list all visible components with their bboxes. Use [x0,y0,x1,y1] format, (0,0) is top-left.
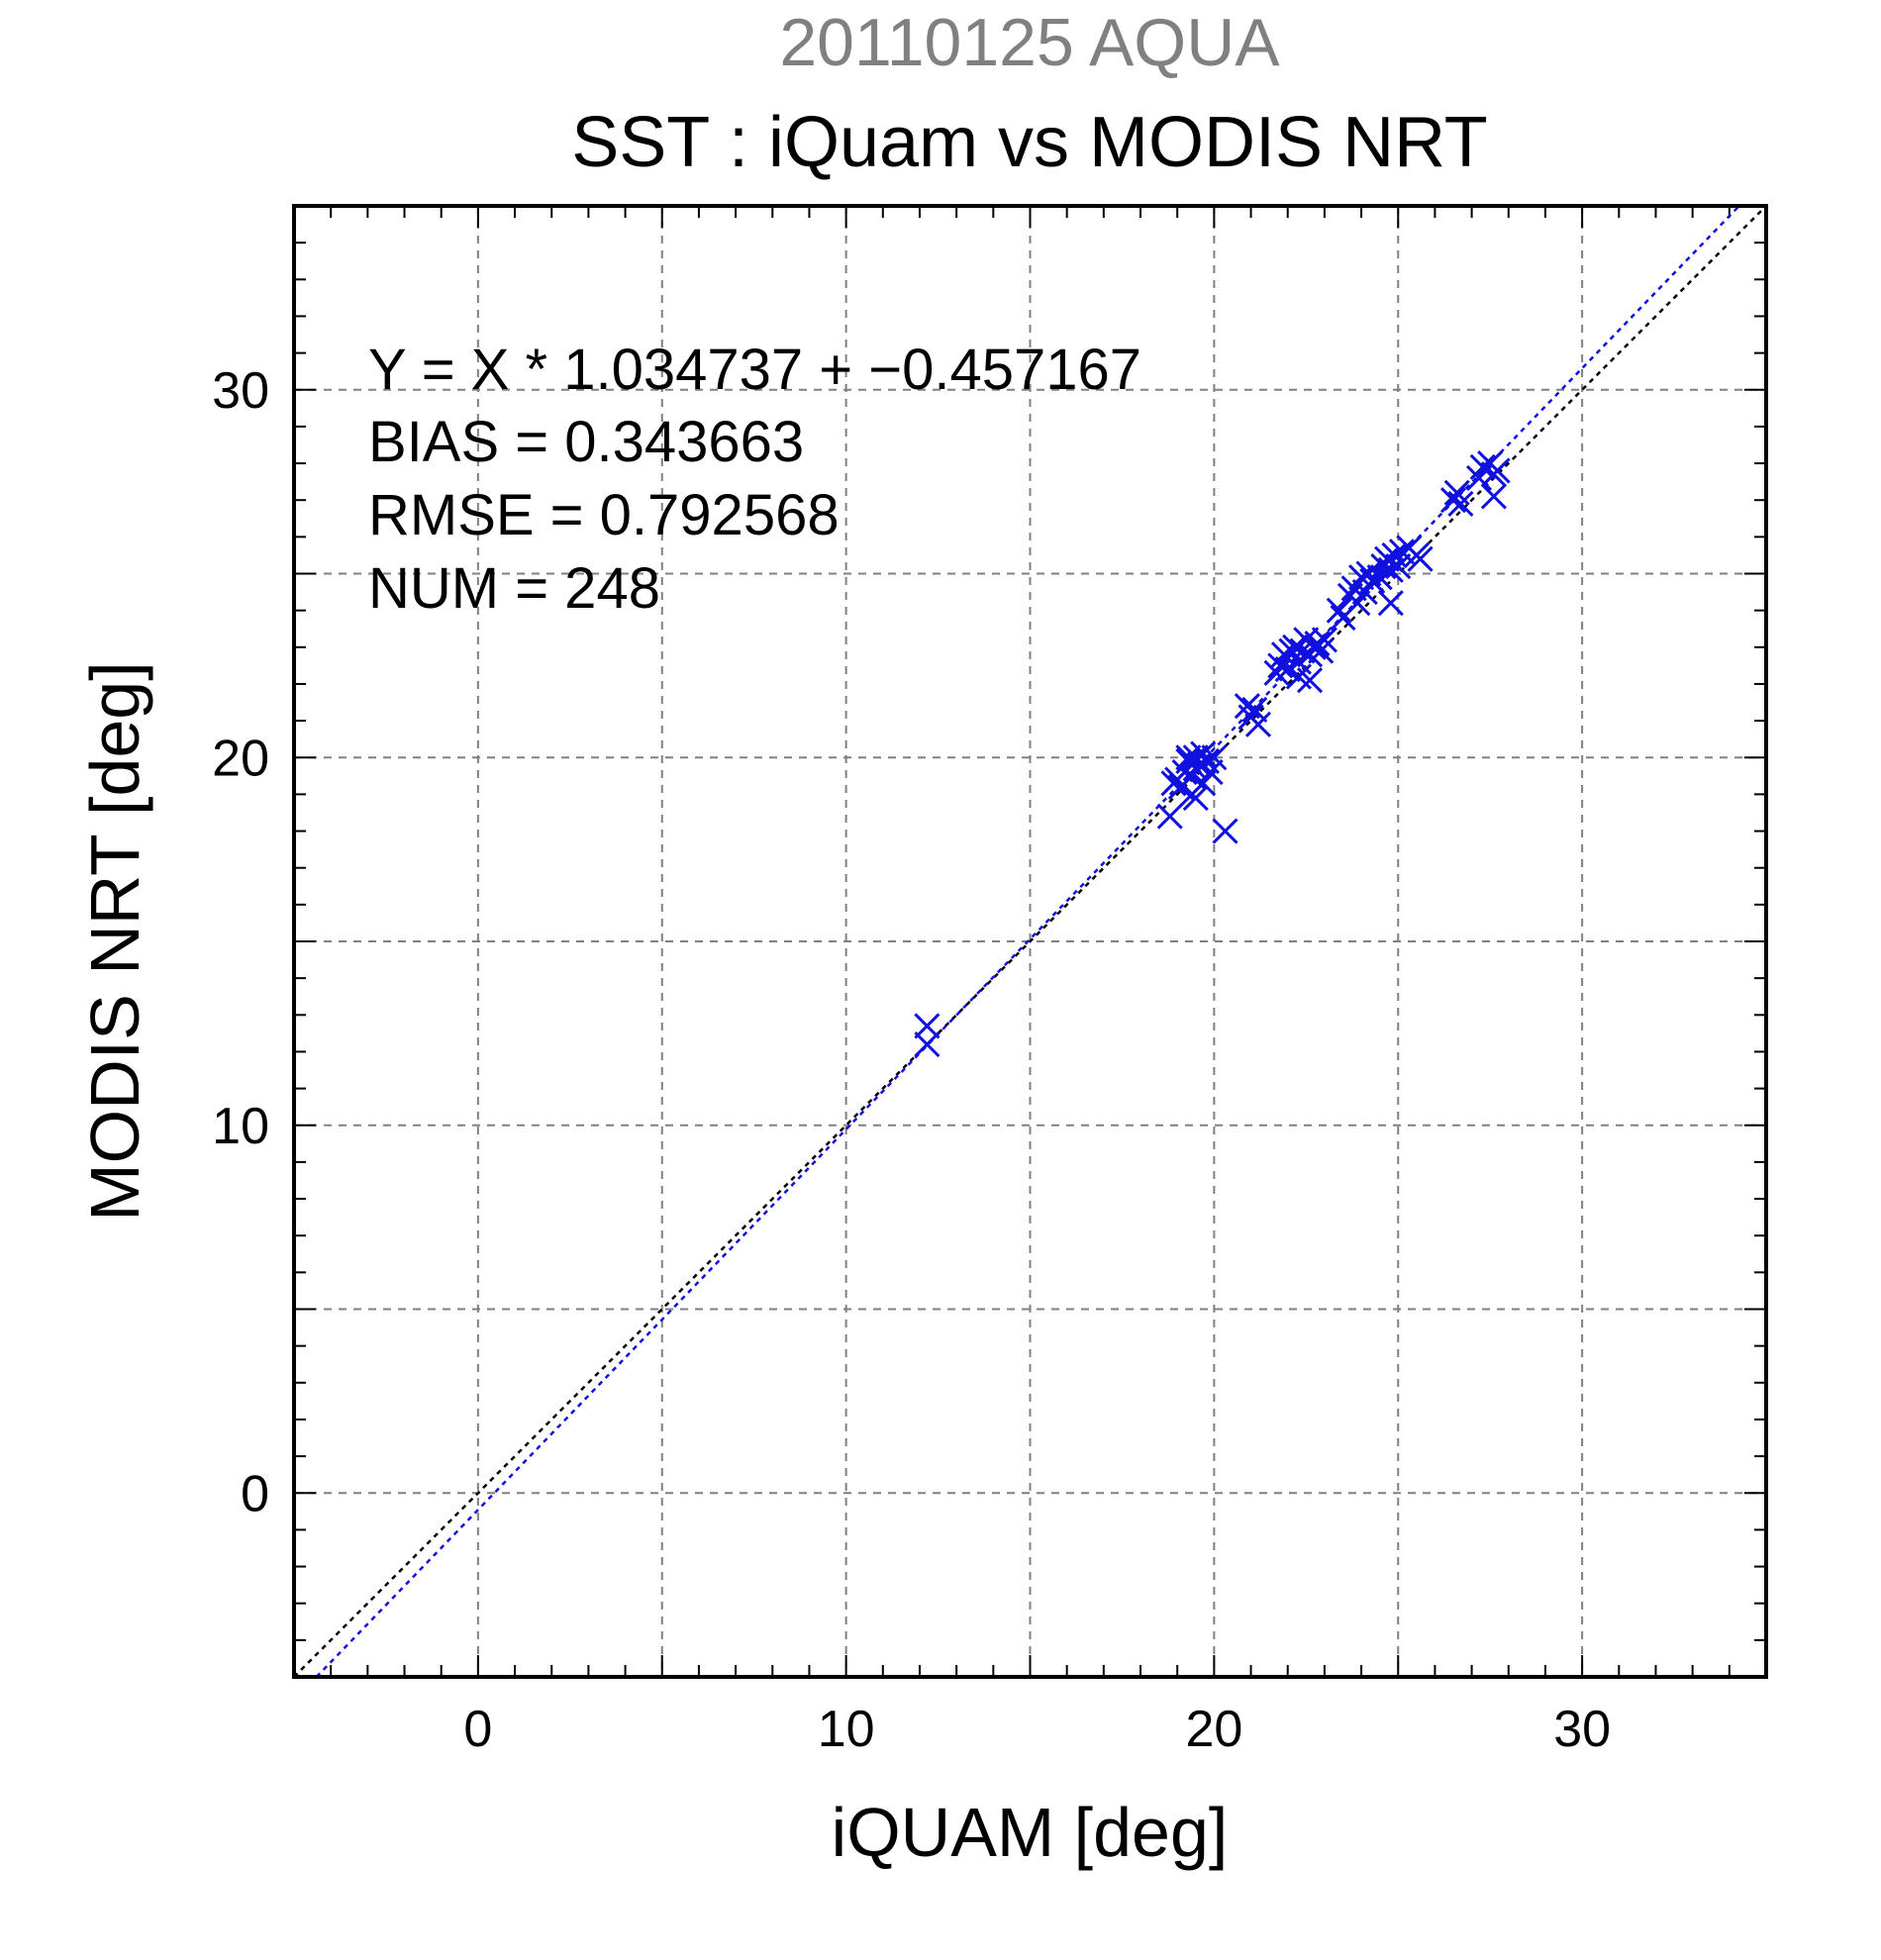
chart-subtitle: SST : iQuam vs MODIS NRT [571,103,1488,182]
num-label: NUM = 248 [368,556,660,621]
regression-equation: Y = X * 1.034737 + −0.457167 [368,338,1141,402]
data-point [1304,631,1331,657]
chart-title: 20110125 AQUA [779,5,1280,80]
stats-annotation: Y = X * 1.034737 + −0.457167 BIAS = 0.34… [368,338,1141,621]
data-point [914,1030,940,1058]
y-tick-label: 30 [212,362,269,420]
data-point [1182,785,1209,812]
data-point [1385,553,1412,580]
x-tick-label: 10 [818,1701,875,1758]
data-point [1407,545,1434,572]
data-point [1156,803,1183,830]
data-point [1377,590,1404,617]
data-point [1190,770,1217,797]
data-points [914,449,1511,1058]
data-point [1197,759,1224,786]
rmse-label: RMSE = 0.792568 [368,483,840,547]
data-point [1296,667,1324,694]
data-point [1282,634,1309,660]
x-tick-label: 20 [1185,1701,1242,1758]
data-point [1359,567,1386,594]
data-point [1377,556,1404,583]
data-point [1241,696,1268,724]
data-point [1439,487,1467,514]
data-point [1447,490,1474,517]
y-tick-label: 0 [241,1465,269,1522]
tick-labels: 0 10 20 30 0 10 20 30 [212,362,1611,1758]
data-point [914,1013,940,1039]
y-axis-label: MODIS NRT [deg] [76,661,153,1221]
data-point [1484,457,1511,484]
data-point [1344,590,1371,617]
data-point [1244,711,1272,737]
data-point [1212,818,1238,844]
data-point [1311,627,1337,653]
x-tick-label: 30 [1553,1701,1611,1758]
reference-lines [293,205,1767,1678]
grid [294,206,1766,1677]
bias-label: BIAS = 0.343663 [368,410,804,474]
x-axis-label: iQUAM [deg] [832,1794,1229,1871]
y-tick-label: 20 [212,730,269,787]
data-point [1388,539,1416,565]
data-point [1480,483,1507,510]
identity-line [293,205,1767,1678]
data-point [1201,744,1228,771]
data-point [1469,453,1496,480]
x-tick-label: 0 [463,1701,492,1758]
y-tick-label: 10 [212,1098,269,1155]
data-point [1326,597,1352,624]
plot-frame [292,204,1768,1679]
regression-line [315,205,1740,1678]
